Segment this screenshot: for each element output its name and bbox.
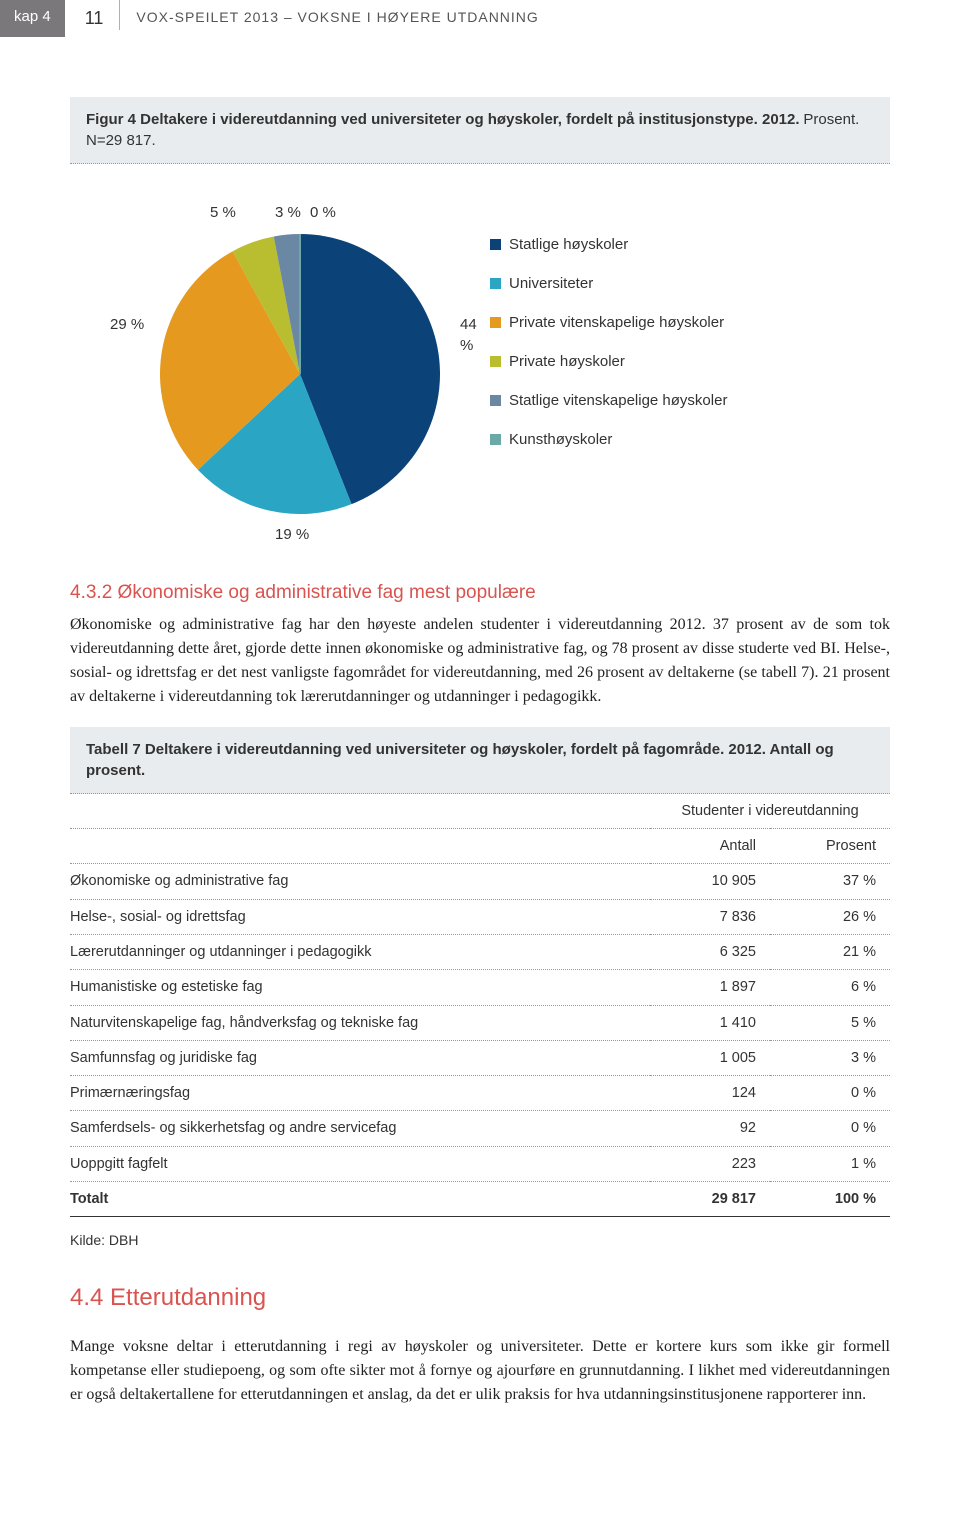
table7-caption: Tabell 7 Deltakere i videreutdanning ved… xyxy=(70,727,890,794)
table-cell-label: Helse-, sosial- og idrettsfag xyxy=(70,899,650,934)
table-cell-prosent: 26 % xyxy=(770,899,890,934)
figure4-caption-strong: Figur 4 Deltakere i videreutdanning ved … xyxy=(86,111,800,128)
table-row: Samferdsels- og sikkerhetsfag og andre s… xyxy=(70,1111,890,1146)
table7-col-prosent: Prosent xyxy=(770,829,890,864)
legend-swatch xyxy=(490,317,501,328)
table7-col-label xyxy=(70,829,650,864)
figure4-caption: Figur 4 Deltakere i videreutdanning ved … xyxy=(70,97,890,164)
table-cell-label: Lærerutdanninger og utdanninger i pedago… xyxy=(70,934,650,969)
legend-item: Private høyskoler xyxy=(490,351,727,372)
table7-col-antall: Antall xyxy=(650,829,770,864)
table-cell-prosent: 0 % xyxy=(770,1076,890,1111)
legend-item: Private vitenskapelige høyskoler xyxy=(490,312,727,333)
legend-label: Kunsthøyskoler xyxy=(509,429,612,450)
table-row: Humanistiske og estetiske fag1 8976 % xyxy=(70,970,890,1005)
legend-swatch xyxy=(490,434,501,445)
table-cell-prosent: 0 % xyxy=(770,1111,890,1146)
legend-label: Statlige høyskoler xyxy=(509,234,628,255)
table-cell-antall: 7 836 xyxy=(650,899,770,934)
table-cell-label: Primærnæringsfag xyxy=(70,1076,650,1111)
table-cell-prosent: 37 % xyxy=(770,864,890,899)
section-44-body: Mange voksne deltar i etterutdanning i r… xyxy=(70,1335,890,1407)
legend-swatch xyxy=(490,239,501,250)
pie-slice-label: 5 % xyxy=(210,202,236,223)
table7-source: Kilde: DBH xyxy=(70,1231,890,1251)
chapter-badge: kap 4 xyxy=(0,0,65,37)
table-cell-antall: 29 817 xyxy=(650,1182,770,1217)
table-row: Primærnæringsfag1240 % xyxy=(70,1076,890,1111)
table-cell-label: Humanistiske og estetiske fag xyxy=(70,970,650,1005)
table-cell-prosent: 100 % xyxy=(770,1182,890,1217)
table-cell-prosent: 5 % xyxy=(770,1005,890,1040)
pie-chart: 44 % 19 % 29 % 5 % 3 % 0 % xyxy=(70,184,490,544)
table-row: Økonomiske og administrative fag10 90537… xyxy=(70,864,890,899)
page-number: 11 xyxy=(65,0,116,37)
legend-label: Private høyskoler xyxy=(509,351,625,372)
table-cell-antall: 10 905 xyxy=(650,864,770,899)
table-cell-label: Uoppgitt fagfelt xyxy=(70,1146,650,1181)
pie-slice-label: 3 % xyxy=(275,202,301,223)
header-divider xyxy=(119,0,120,30)
pie-legend: Statlige høyskoler Universiteter Private v… xyxy=(490,184,727,468)
table7-col-empty xyxy=(70,794,650,829)
legend-label: Private vitenskapelige høyskoler xyxy=(509,312,724,333)
section-432-body: Økonomiske og administrative fag har den… xyxy=(70,613,890,709)
pie-slice-label: 29 % xyxy=(110,314,144,335)
table-row-total: Totalt29 817100 % xyxy=(70,1182,890,1217)
legend-label: Universiteter xyxy=(509,273,593,294)
table-row: Naturvitenskapelige fag, håndverksfag og… xyxy=(70,1005,890,1040)
table-row: Samfunnsfag og juridiske fag1 0053 % xyxy=(70,1040,890,1075)
section-432-heading: 4.3.2 Økonomiske og administrative fag m… xyxy=(70,580,890,607)
table-cell-label: Naturvitenskapelige fag, håndverksfag og… xyxy=(70,1005,650,1040)
legend-swatch xyxy=(490,356,501,367)
table-row: Helse-, sosial- og idrettsfag7 83626 % xyxy=(70,899,890,934)
table-cell-label: Samfunnsfag og juridiske fag xyxy=(70,1040,650,1075)
table-cell-antall: 223 xyxy=(650,1146,770,1181)
table-cell-antall: 1 005 xyxy=(650,1040,770,1075)
page-header: kap 4 11 VOX-SPEILET 2013 – VOKSNE I HØY… xyxy=(0,0,890,37)
pie-slice-label: 19 % xyxy=(275,524,309,545)
table-row: Lærerutdanninger og utdanninger i pedago… xyxy=(70,934,890,969)
pie-slice-label: 44 % xyxy=(460,314,490,356)
table-cell-antall: 1 410 xyxy=(650,1005,770,1040)
figure4-chart: 44 % 19 % 29 % 5 % 3 % 0 % Statlige høyskoler… xyxy=(70,164,890,554)
table-cell-label: Samferdsels- og sikkerhetsfag og andre s… xyxy=(70,1111,650,1146)
legend-swatch xyxy=(490,395,501,406)
legend-item: Universiteter xyxy=(490,273,727,294)
running-title: VOX-SPEILET 2013 – VOKSNE I HØYERE UTDAN… xyxy=(124,0,538,37)
table-cell-prosent: 3 % xyxy=(770,1040,890,1075)
table-cell-prosent: 6 % xyxy=(770,970,890,1005)
table7: Studenter i videreutdanning Antall Prose… xyxy=(70,794,890,1218)
table-cell-antall: 124 xyxy=(650,1076,770,1111)
table-row: Uoppgitt fagfelt2231 % xyxy=(70,1146,890,1181)
table-cell-antall: 1 897 xyxy=(650,970,770,1005)
table-cell-label: Økonomiske og administrative fag xyxy=(70,864,650,899)
pie-slice-label: 0 % xyxy=(310,202,336,223)
section-44-heading: 4.4 Etterutdanning xyxy=(70,1281,890,1315)
legend-label: Statlige vitenskapelige høyskoler xyxy=(509,390,727,411)
table-cell-antall: 92 xyxy=(650,1111,770,1146)
legend-swatch xyxy=(490,278,501,289)
table-cell-prosent: 21 % xyxy=(770,934,890,969)
table-cell-label: Totalt xyxy=(70,1182,650,1217)
legend-item: Statlige høyskoler xyxy=(490,234,727,255)
table-cell-prosent: 1 % xyxy=(770,1146,890,1181)
legend-item: Statlige vitenskapelige høyskoler xyxy=(490,390,727,411)
table7-span-header: Studenter i videreutdanning xyxy=(650,794,890,829)
legend-item: Kunsthøyskoler xyxy=(490,429,727,450)
table-cell-antall: 6 325 xyxy=(650,934,770,969)
